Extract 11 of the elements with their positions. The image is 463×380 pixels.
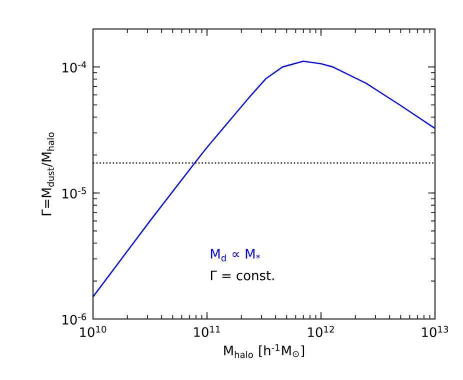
x-tick-label: 10$^{10}$ <box>80 326 106 338</box>
x-axis-title: M$_{halo}$ [h$^{-1}$M$_{⊙}$] <box>224 344 304 358</box>
x-tick-label: 10$^{13}$ <box>422 326 448 338</box>
x-tick-label: 10$^{12}$ <box>308 326 334 338</box>
y-tick-label: 10$^{-5}$ <box>62 187 86 199</box>
y-tick-label: 10$^{-6}$ <box>62 313 86 325</box>
ref-line-label: Γ = const. <box>210 270 274 280</box>
y-tick-label: 10$^{-4}$ <box>62 61 86 73</box>
y-axis-title: Γ=M$_{dust}$/M$_{halo}$ <box>42 132 54 216</box>
x-tick-label: 10$^{11}$ <box>194 326 220 337</box>
text: M$_{d}$ ∝ M$_{*}$ <box>210 249 260 262</box>
